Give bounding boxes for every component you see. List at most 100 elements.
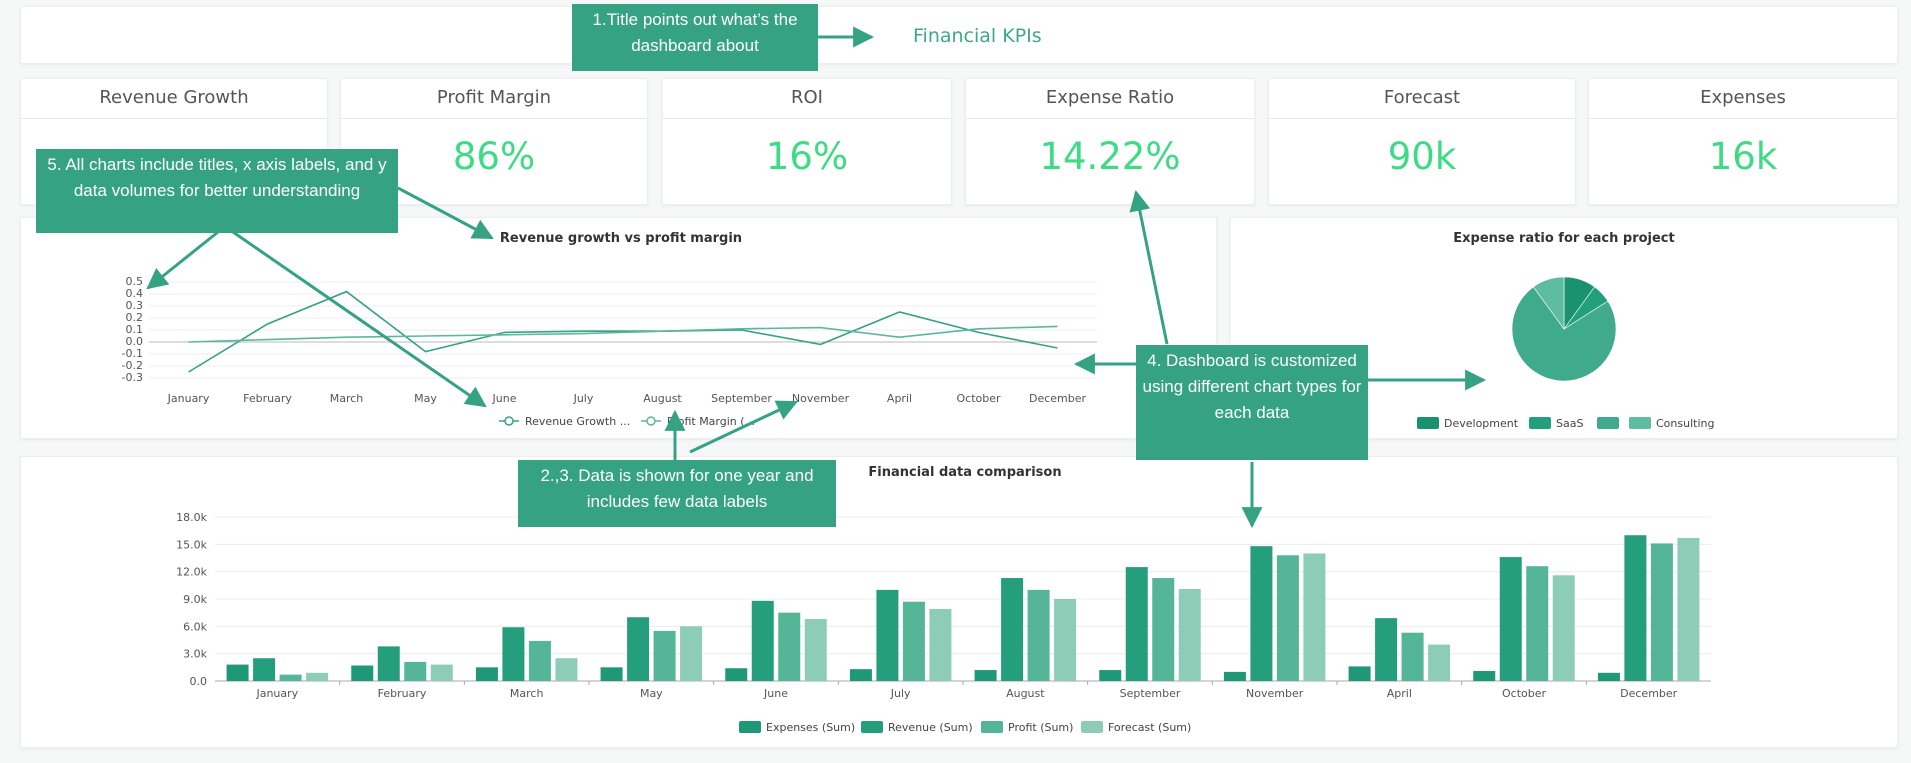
y-tick-label: 3.0k xyxy=(183,648,207,661)
kpi-card-roi: ROI 16% xyxy=(662,78,952,205)
legend-marker xyxy=(646,416,656,426)
bar-1-10 xyxy=(1499,557,1522,681)
legend-item[interactable]: Expenses (Sum) xyxy=(739,721,855,734)
legend-swatch xyxy=(1529,417,1551,429)
legend-swatch xyxy=(1597,417,1619,429)
x-tick-label: December xyxy=(1620,687,1678,700)
bar-2-10 xyxy=(1526,566,1549,681)
line-chart: Revenue growth vs profit margin 0.50.40.… xyxy=(122,231,1097,428)
bar-3-5 xyxy=(929,609,952,681)
x-tick-label: April xyxy=(1387,687,1412,700)
bar-3-6 xyxy=(1054,599,1077,681)
x-tick-label: November xyxy=(1246,687,1304,700)
bar-2-11 xyxy=(1650,543,1673,681)
x-tick-label: January xyxy=(167,392,210,405)
bar-1-5 xyxy=(876,589,899,681)
kpi-value: 90k xyxy=(1387,135,1457,178)
bar-3-8 xyxy=(1303,553,1326,681)
annotation-data-range: 2.,3. Data is shown for one year and inc… xyxy=(518,460,836,527)
pie-slice-2 xyxy=(1511,286,1617,382)
kpi-value: 14.22% xyxy=(1039,135,1181,178)
bar-1-11 xyxy=(1624,535,1647,681)
y-tick-label: 0.0 xyxy=(126,335,144,348)
bar-2-4 xyxy=(778,612,801,681)
legend-label: Profit (Sum) xyxy=(1008,721,1073,734)
bar-0-11 xyxy=(1597,672,1620,681)
annotation-chart-types: 4. Dashboard is customized using differe… xyxy=(1136,345,1368,460)
kpi-label: Expenses xyxy=(1589,87,1897,119)
x-tick-label: August xyxy=(1006,687,1045,700)
y-tick-label: 0.3 xyxy=(126,299,144,312)
bar-0-9 xyxy=(1348,666,1371,681)
bar-2-1 xyxy=(404,661,427,681)
x-tick-label: September xyxy=(711,392,772,405)
kpi-label: Expense Ratio xyxy=(966,87,1254,119)
bar-chart-panel: Financial data comparison 18.0k 15.0k 12.0… xyxy=(20,456,1898,748)
legend-label: SaaS xyxy=(1556,417,1583,430)
legend-swatch xyxy=(1417,417,1439,429)
legend-swatch xyxy=(981,721,1003,733)
annotation-chart-labels: 5. All charts include titles, x axis lab… xyxy=(36,149,398,233)
pie-chart: Expense ratio for each project Developme… xyxy=(1417,231,1714,430)
legend-item[interactable]: Revenue (Sum) xyxy=(861,721,973,734)
dashboard-title: Financial KPIs xyxy=(913,25,1042,47)
bar-chart: Financial data comparison 18.0k 15.0k 12.0… xyxy=(176,465,1711,734)
y-tick-label: 18.0k xyxy=(176,511,207,524)
x-tick-label: February xyxy=(378,687,427,700)
legend-item[interactable]: SaaS xyxy=(1529,417,1583,430)
legend-item[interactable] xyxy=(1597,417,1619,429)
x-tick-label: April xyxy=(887,392,912,405)
kpi-value: 86% xyxy=(452,135,536,178)
x-tick-label: February xyxy=(243,392,292,405)
kpi-value: 16k xyxy=(1708,135,1778,178)
bar-2-6 xyxy=(1027,589,1050,681)
legend-item[interactable]: Consulting xyxy=(1629,417,1714,430)
bar-3-1 xyxy=(430,664,453,681)
x-tick-label: December xyxy=(1029,392,1087,405)
x-tick-label: July xyxy=(890,687,911,700)
legend-label: Development xyxy=(1444,417,1519,430)
bar-2-8 xyxy=(1276,555,1299,681)
bar-0-5 xyxy=(849,669,872,681)
y-tick-label: 0.1 xyxy=(126,323,144,336)
series-line-1 xyxy=(188,325,1058,343)
legend-label: Profit Margin (... xyxy=(667,415,755,428)
bar-1-2 xyxy=(502,627,525,681)
bar-1-9 xyxy=(1375,618,1398,681)
bar-2-0 xyxy=(279,674,302,681)
bar-2-2 xyxy=(528,640,551,681)
y-tick-label: 9.0k xyxy=(183,593,207,606)
y-tick-label: 0.0 xyxy=(190,675,208,688)
x-tick-label: June xyxy=(492,392,517,405)
bar-3-9 xyxy=(1428,644,1451,681)
y-tick-label: 6.0k xyxy=(183,620,207,633)
legend-label: Forecast (Sum) xyxy=(1108,721,1191,734)
kpi-value: 16% xyxy=(765,135,849,178)
bar-0-4 xyxy=(725,668,748,681)
bar-1-1 xyxy=(377,646,400,681)
x-tick-label: November xyxy=(792,392,850,405)
legend-item[interactable]: Profit (Sum) xyxy=(981,721,1073,734)
pie-chart-title: Expense ratio for each project xyxy=(1453,231,1674,246)
kpi-card-expense-ratio: Expense Ratio 14.22% xyxy=(965,78,1255,205)
x-tick-label: June xyxy=(763,687,788,700)
y-tick-label: 15.0k xyxy=(176,538,207,551)
bar-2-5 xyxy=(902,601,925,681)
bar-3-7 xyxy=(1178,588,1201,681)
legend-item[interactable]: Profit Margin (... xyxy=(641,415,755,428)
bar-3-4 xyxy=(804,619,827,681)
x-tick-label: March xyxy=(510,687,544,700)
x-tick-label: May xyxy=(414,392,437,405)
bar-1-3 xyxy=(627,617,650,681)
bar-0-10 xyxy=(1473,670,1496,681)
bar-1-0 xyxy=(253,658,276,681)
legend-item[interactable]: Revenue Growth ... xyxy=(499,415,630,428)
y-tick-label: 0.5 xyxy=(126,275,144,288)
legend-item[interactable]: Forecast (Sum) xyxy=(1081,721,1191,734)
legend-marker xyxy=(504,416,514,426)
legend-item[interactable]: Development xyxy=(1417,417,1519,430)
x-tick-label: September xyxy=(1120,687,1181,700)
bar-chart-title: Financial data comparison xyxy=(868,465,1061,480)
kpi-label: Forecast xyxy=(1269,87,1575,119)
bar-3-3 xyxy=(680,626,703,681)
